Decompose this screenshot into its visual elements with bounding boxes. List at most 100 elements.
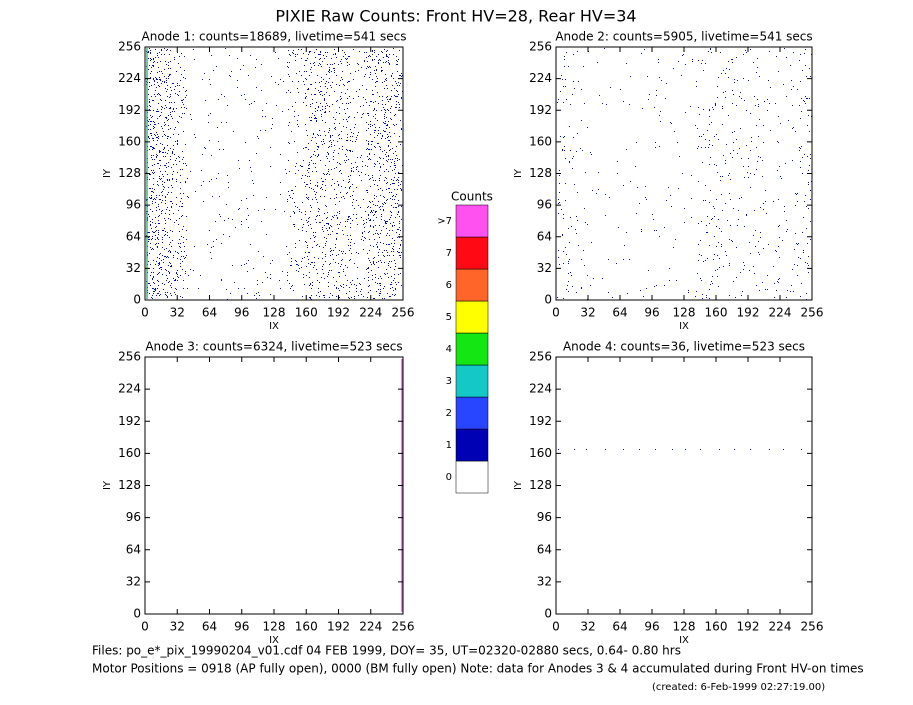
x-axis-label: IX [269,321,279,332]
colorbar-swatch [455,396,489,430]
x-tick-label: 128 [263,306,286,320]
colorbar-label: 7 [446,248,452,259]
y-tick-label: 160 [529,446,552,460]
y-tick-label: 224 [529,71,552,85]
plot-frame [144,46,404,301]
x-axis-label: IX [269,635,279,646]
x-tick-label: 192 [737,306,760,320]
panel-title: Anode 3: counts=6324, livetime=523 secs [145,340,402,354]
x-tick-label: 32 [170,306,185,320]
panel-title: Anode 4: counts=36, livetime=523 secs [563,340,805,354]
y-tick-label: 128 [118,166,141,180]
colorbar-swatch [455,300,489,334]
y-tick-label: 192 [529,414,552,428]
footer-created: (created: 6-Feb-1999 02:27:19.00) [652,682,825,693]
y-tick-label: 64 [126,229,141,243]
detector-hits [146,48,403,300]
y-tick-label: 192 [118,414,141,428]
colorbar-swatch [455,236,489,270]
x-tick-label: 160 [705,620,728,634]
colorbar-label: 6 [446,280,452,291]
colorbar-label: 3 [446,376,452,387]
colorbar-swatch [455,428,489,462]
colorbar-swatch [455,364,489,398]
x-axis-label: IX [679,635,689,646]
x-tick-label: 192 [327,620,350,634]
y-tick-label: 128 [529,166,552,180]
x-tick-label: 256 [392,620,415,634]
x-tick-label: 224 [769,306,792,320]
y-axis-label: IY [102,168,113,178]
colorbar-label: 4 [446,344,452,355]
x-tick-label: 96 [234,306,249,320]
x-tick-label: 128 [673,306,696,320]
x-tick-label: 64 [612,306,627,320]
plot-frame [555,46,813,301]
y-tick-label: 0 [133,293,141,307]
colorbar-swatch [455,332,489,366]
x-tick-label: 32 [580,620,595,634]
y-tick-label: 256 [118,40,141,54]
x-tick-label: 96 [234,620,249,634]
y-tick-label: 128 [529,478,552,492]
colorbar-label: 1 [446,440,452,451]
y-tick-label: 0 [133,607,141,621]
y-tick-label: 224 [529,382,552,396]
y-tick-label: 160 [118,134,141,148]
x-tick-label: 224 [769,620,792,634]
x-tick-label: 96 [644,620,659,634]
x-tick-label: 192 [737,620,760,634]
y-axis-label: IY [513,480,524,490]
x-tick-label: 160 [295,620,318,634]
y-tick-label: 160 [529,134,552,148]
x-tick-label: 64 [202,306,217,320]
x-tick-label: 224 [359,620,382,634]
x-tick-label: 224 [359,306,382,320]
y-tick-label: 64 [126,542,141,556]
x-tick-label: 192 [327,306,350,320]
colorbar-swatch [455,268,489,302]
x-tick-label: 160 [295,306,318,320]
footer-line: Motor Positions = 0918 (AP fully open), … [92,662,864,676]
y-tick-label: 256 [529,350,552,364]
y-tick-label: 0 [544,293,552,307]
colorbar-label: 2 [446,408,452,419]
x-tick-label: 256 [392,306,415,320]
y-tick-label: 96 [537,198,552,212]
x-tick-label: 96 [644,306,659,320]
y-tick-label: 224 [118,382,141,396]
y-axis-label: IY [102,480,113,490]
x-axis-label: IX [679,321,689,332]
x-tick-label: 32 [170,620,185,634]
y-tick-label: 192 [118,103,141,117]
panel-title: Anode 1: counts=18689, livetime=541 secs [142,30,407,44]
x-tick-label: 64 [202,620,217,634]
y-tick-label: 64 [537,542,552,556]
x-tick-label: 64 [612,620,627,634]
detector-hits [557,48,812,300]
y-tick-label: 128 [118,478,141,492]
footer-line: Files: po_e*_pix_19990204_v01.cdf 04 FEB… [92,644,681,658]
y-tick-label: 32 [537,261,552,275]
y-tick-label: 96 [537,510,552,524]
x-tick-label: 128 [673,620,696,634]
figure-title: PIXIE Raw Counts: Front HV=28, Rear HV=3… [275,7,636,26]
detector-hits [558,449,802,450]
x-tick-label: 256 [801,306,824,320]
colorbar-swatch [455,460,489,494]
x-tick-label: 0 [552,620,560,634]
plot-frame [144,356,404,615]
y-tick-label: 256 [529,40,552,54]
colorbar-label: 5 [446,312,452,323]
y-axis-label: IY [513,168,524,178]
x-tick-label: 128 [263,620,286,634]
x-tick-label: 0 [141,620,149,634]
x-tick-label: 0 [141,306,149,320]
y-tick-label: 96 [126,198,141,212]
colorbar-swatch [455,204,489,238]
y-tick-label: 0 [544,607,552,621]
colorbar-label: >7 [437,216,452,227]
x-tick-label: 0 [552,306,560,320]
